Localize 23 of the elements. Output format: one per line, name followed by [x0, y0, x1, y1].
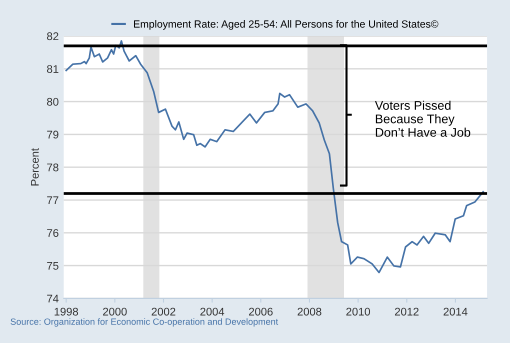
- y-axis-title: Percent: [31, 148, 39, 186]
- y-tick-label: 74: [47, 294, 59, 302]
- x-tick-label: 2008: [298, 308, 322, 316]
- y-tick-label: 78: [47, 163, 58, 172]
- y-tick-label: 76: [47, 229, 58, 237]
- x-tick-label: 2014: [444, 308, 468, 316]
- x-tick-label: 2000: [103, 308, 127, 316]
- y-tick-label: 81: [47, 65, 58, 73]
- y-tick-label: 75: [47, 262, 58, 270]
- legend-label: Employment Rate: Aged 25-54: All Persons for the United States©: [134, 20, 438, 30]
- x-tick-label: 2012: [394, 308, 419, 316]
- line-series: [65, 40, 484, 274]
- x-tick-label: 1998: [54, 308, 78, 316]
- x-tick-label: 2010: [346, 308, 370, 316]
- y-tick-label: 79: [47, 130, 58, 139]
- x-tick-label: 2002: [152, 308, 176, 316]
- y-tick-label: 82: [47, 32, 58, 40]
- y-tick-label: 80: [47, 98, 58, 106]
- y-tick-label: 77: [47, 196, 58, 204]
- x-tick-label: 2006: [249, 308, 273, 316]
- source-note: Source: Organization for Economic Co-operation and Development: [10, 318, 278, 327]
- annotation: Voters Pissed Because They Don’t Have a Job: [374, 100, 470, 137]
- x-tick-label: 2004: [200, 308, 224, 316]
